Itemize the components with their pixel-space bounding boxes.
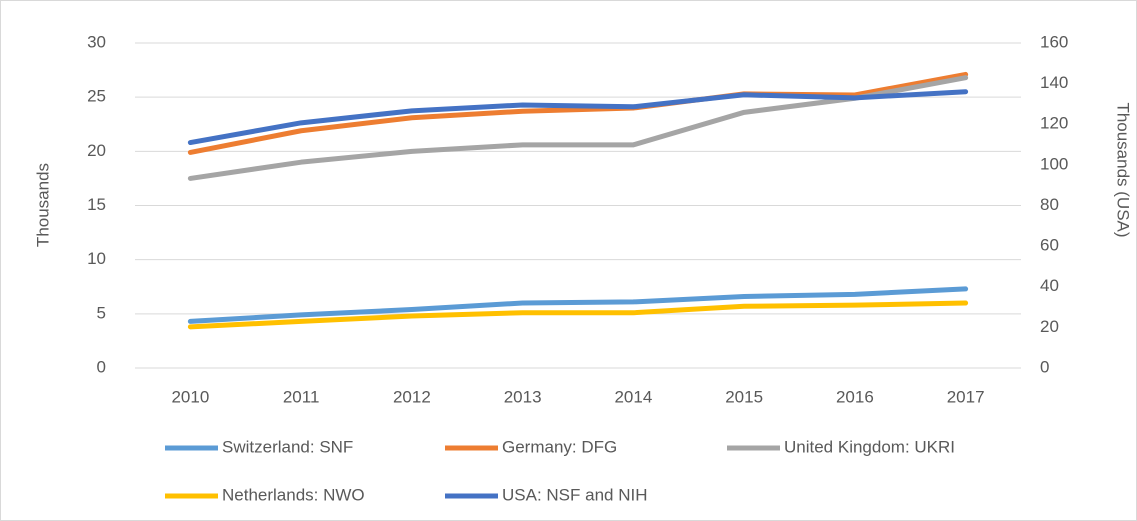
y-axis-title: Thousands — [33, 163, 52, 247]
x-tick-label: 2012 — [393, 387, 431, 406]
y-tick-label: 20 — [87, 141, 106, 160]
series-line — [187, 89, 969, 146]
series-line — [187, 286, 969, 324]
x-tick-label: 2016 — [836, 387, 874, 406]
x-tick-label: 2017 — [947, 387, 985, 406]
series-line — [187, 300, 969, 330]
y-tick-label: 0 — [97, 357, 106, 376]
y-tick-label: 30 — [87, 32, 106, 51]
legend-label: Switzerland: SNF — [222, 437, 353, 456]
series-line — [187, 71, 969, 155]
y2-tick-label: 60 — [1040, 236, 1059, 255]
y2-tick-label: 40 — [1040, 276, 1059, 295]
x-tick-label: 2014 — [614, 387, 652, 406]
legend-label: USA: NSF and NIH — [502, 485, 648, 504]
x-tick-label: 2013 — [504, 387, 542, 406]
series-line — [187, 75, 969, 181]
y2-tick-label: 100 — [1040, 154, 1068, 173]
y-tick-label: 15 — [87, 195, 106, 214]
legend-label: United Kingdom: UKRI — [784, 437, 955, 456]
legend-label: Netherlands: NWO — [222, 485, 365, 504]
y2-tick-label: 120 — [1040, 114, 1068, 133]
x-tick-label: 2010 — [171, 387, 209, 406]
y2-axis-title: Thousands (USA) — [1114, 102, 1133, 237]
x-tick-label: 2015 — [725, 387, 763, 406]
y2-tick-label: 140 — [1040, 73, 1068, 92]
x-tick-label: 2011 — [283, 387, 320, 406]
y2-tick-label: 0 — [1040, 357, 1049, 376]
y2-tick-label: 160 — [1040, 32, 1068, 51]
y-tick-label: 25 — [87, 87, 106, 106]
y-tick-label: 10 — [87, 249, 106, 268]
y-tick-label: 5 — [97, 303, 106, 322]
y2-tick-label: 20 — [1040, 317, 1059, 336]
legend-label: Germany: DFG — [502, 437, 617, 456]
y2-tick-label: 80 — [1040, 195, 1059, 214]
